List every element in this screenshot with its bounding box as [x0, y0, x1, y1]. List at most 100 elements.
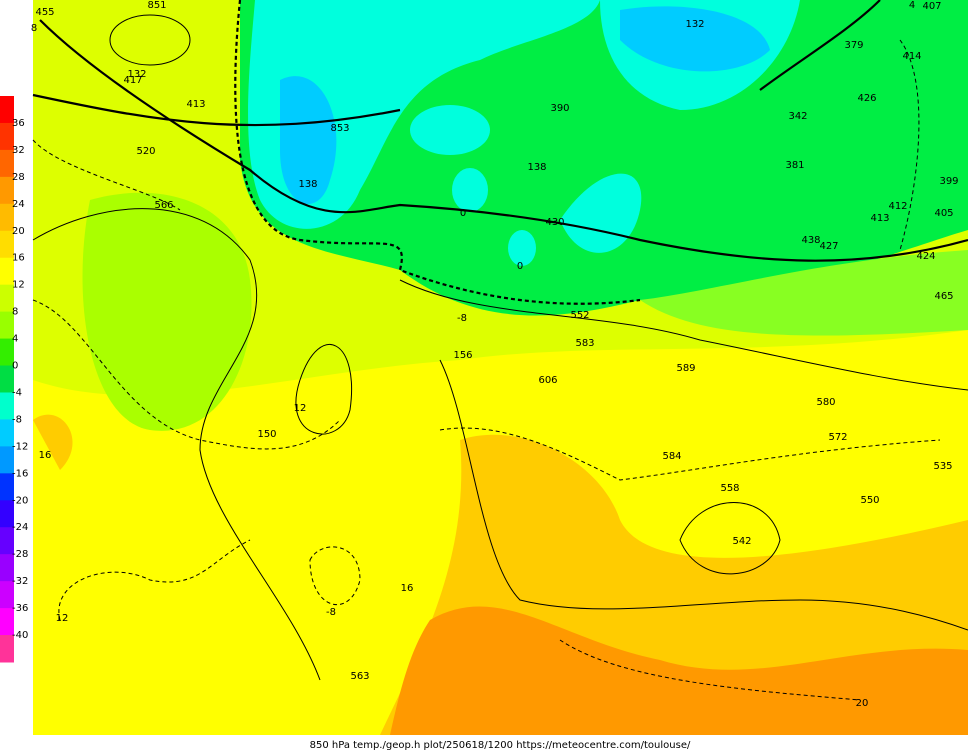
- contour-label: 426: [857, 93, 876, 104]
- colorbar-label: -12: [12, 441, 28, 452]
- contour-label: 412: [888, 201, 907, 212]
- contour-label: 563: [350, 671, 369, 682]
- contour-label: 584: [662, 451, 681, 462]
- contour: [439, 359, 968, 631]
- colorbar-label: 12: [12, 280, 25, 291]
- contour-label: 407: [922, 1, 941, 12]
- contour: [679, 502, 781, 575]
- contour-label: 20: [856, 698, 869, 709]
- contour-label: 16: [401, 583, 414, 594]
- contour: [759, 0, 881, 91]
- contour-label: 150: [257, 429, 276, 440]
- contour-label: 465: [934, 291, 953, 302]
- colorbar-band: [0, 473, 14, 501]
- contour-label: 4: [909, 0, 915, 11]
- contour-label: 12: [56, 613, 69, 624]
- field-cold-3: [560, 173, 642, 253]
- contour-label: 430: [545, 217, 564, 228]
- colorbar-band: [0, 446, 14, 474]
- colorbar-label: 36: [12, 118, 25, 129]
- colorbar-band: [0, 500, 14, 528]
- colorbar-label: -28: [12, 549, 28, 560]
- colorbar-label: -32: [12, 576, 28, 587]
- contour: [309, 546, 361, 606]
- field-cold-4: [410, 105, 490, 155]
- contour-label: 424: [916, 251, 935, 262]
- colorbar-label: 32: [12, 145, 25, 156]
- contour-label: 535: [933, 461, 952, 472]
- colorbar-band: [0, 635, 14, 663]
- colorbar-band: [0, 581, 14, 609]
- contour-label: 589: [676, 363, 695, 374]
- contour: [559, 639, 861, 701]
- colorbar-band: [0, 176, 14, 205]
- contour-label: 413: [870, 213, 889, 224]
- contour-label: 417: [123, 75, 142, 86]
- colorbar-band: [0, 284, 14, 313]
- colorbar-band: [0, 257, 14, 286]
- contour-label: 0: [517, 261, 523, 272]
- colorbar-label: -24: [12, 522, 28, 533]
- colorbar-label: -4: [12, 387, 22, 398]
- contour-label: 438: [801, 235, 820, 246]
- contour-label: 572: [828, 432, 847, 443]
- colorbar-band: [0, 365, 14, 393]
- contour-label: 390: [550, 103, 569, 114]
- contour: [39, 19, 968, 262]
- colorbar-band: [0, 203, 14, 232]
- contour-label: 381: [785, 160, 804, 171]
- field-colder: [280, 76, 337, 204]
- contour-label: 427: [819, 241, 838, 252]
- colorbar-band: [0, 122, 14, 151]
- colorbar-label: -36: [12, 603, 28, 614]
- contour-label: 132: [127, 69, 146, 80]
- contour-label: 542: [732, 536, 751, 547]
- colorbar-band: [0, 338, 14, 367]
- colorbar-band: [0, 527, 14, 555]
- contour-label: 156: [453, 350, 472, 361]
- field-8-12: [82, 192, 252, 431]
- contour-label: 580: [816, 397, 835, 408]
- map: [32, 0, 968, 735]
- contour-label: 8: [31, 23, 37, 34]
- colorbar-band: [0, 149, 14, 178]
- footer: 850 hPa temp./geop.h plot/250618/1200 ht…: [310, 740, 691, 751]
- map-labels: 8455851132417413520566853138390138430001…: [31, 0, 959, 709]
- contour-label: 414: [902, 51, 921, 62]
- contour: [439, 427, 941, 481]
- contour: [295, 344, 352, 435]
- contour-label: 138: [527, 162, 546, 173]
- colorbar-band: [0, 608, 14, 636]
- colorbar-label: -40: [12, 630, 28, 641]
- contour-label: 379: [844, 40, 863, 51]
- colorbar-label: 24: [12, 199, 25, 210]
- contour-label: -8: [457, 313, 467, 324]
- contour-label: 552: [570, 310, 589, 321]
- contour-label: 405: [934, 208, 953, 219]
- colorbar-band: [0, 554, 14, 582]
- colorbar-band: [0, 96, 14, 124]
- contour-label: 455: [35, 7, 54, 18]
- colorbar-band: [0, 311, 14, 340]
- colorbar-label: 28: [12, 172, 25, 183]
- contour: [109, 14, 191, 66]
- field-cold-6: [508, 230, 536, 266]
- footer-bg: [0, 735, 968, 752]
- contour: [32, 299, 341, 450]
- contour: [234, 0, 641, 305]
- contour-label: 0: [460, 208, 466, 219]
- contour-label: 413: [186, 99, 205, 110]
- field-colder-2: [620, 6, 770, 72]
- contour-label: 399: [939, 176, 958, 187]
- contour-label: 583: [575, 338, 594, 349]
- contour-label: 12: [294, 403, 307, 414]
- field-24-28: [390, 606, 968, 735]
- colorbar-label: 8: [12, 307, 18, 318]
- colorbar-label: 4: [12, 334, 18, 345]
- contour-label: 16: [39, 450, 52, 461]
- field-cold-5: [452, 168, 488, 212]
- colorbar-band: [0, 230, 14, 259]
- contour-label: 342: [788, 111, 807, 122]
- colorbar-label: 0: [12, 361, 18, 372]
